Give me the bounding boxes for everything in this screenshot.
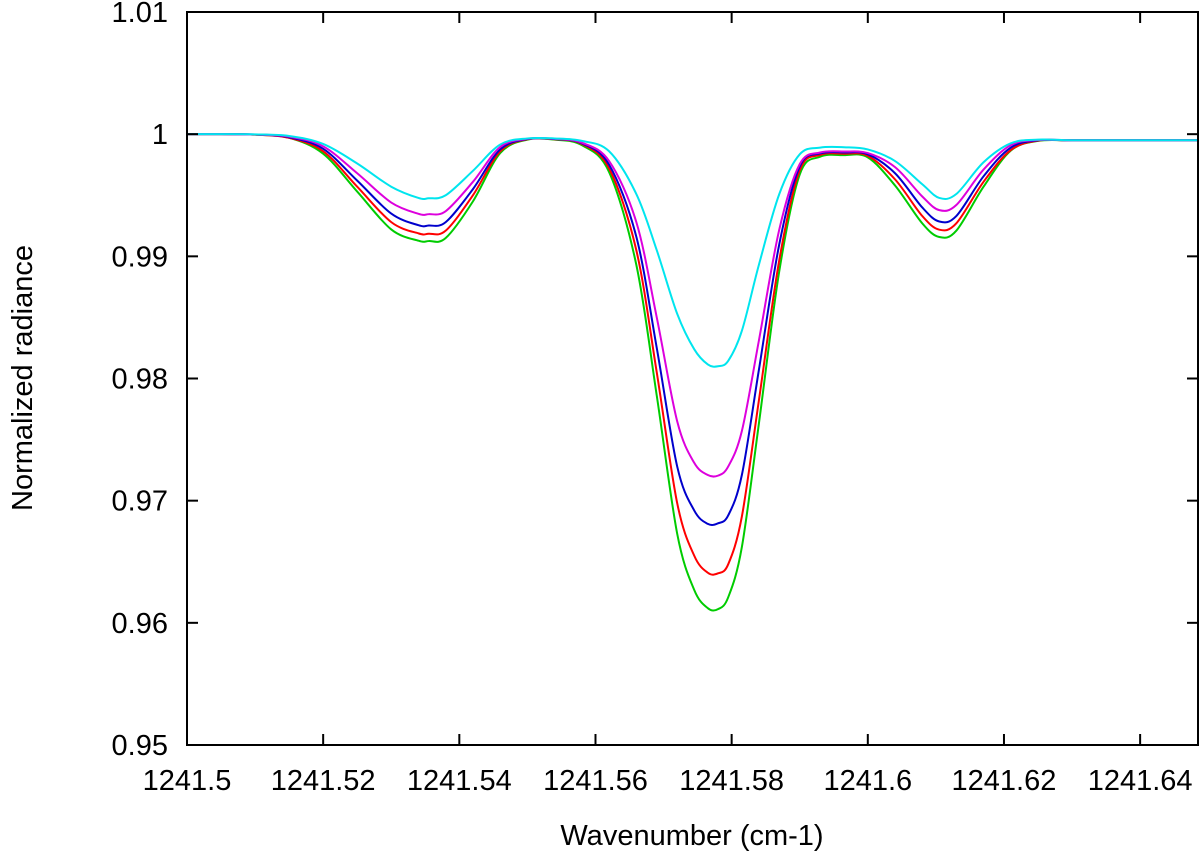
series-line-3 — [186, 133, 1198, 526]
y-tick-label: 0.98 — [112, 364, 168, 396]
x-tick-label: 1241.58 — [679, 765, 784, 797]
series-layer — [186, 133, 1198, 612]
x-tick-label: 1241.6 — [823, 765, 912, 797]
y-tick-label: 1 — [152, 119, 168, 151]
x-tick-label: 1241.52 — [271, 765, 376, 797]
y-tick-label: 0.95 — [112, 730, 168, 762]
x-tick-label: 1241.62 — [952, 765, 1057, 797]
x-tick-label: 1241.56 — [543, 765, 648, 797]
x-tick-label: 1241.54 — [407, 765, 512, 797]
plot-frame — [186, 11, 1199, 746]
series-line-1 — [186, 133, 1198, 612]
x-tick-label: 1241.64 — [1088, 765, 1193, 797]
series-line-2 — [186, 133, 1198, 576]
y-tick-label: 0.97 — [112, 486, 168, 518]
x-axis-title: Wavenumber (cm-1) — [560, 820, 823, 852]
ticks-layer — [187, 12, 1198, 745]
y-tick-label: 0.96 — [112, 608, 168, 640]
y-tick-label: 0.99 — [112, 241, 168, 273]
tick-labels-layer: 1241.5 1241.52 1241.54 1241.56 1241.58 1241.6… — [112, 0, 1193, 797]
series-line-5 — [186, 133, 1198, 368]
y-tick-label: 1.01 — [112, 0, 168, 29]
y-axis-title: Normalized radiance — [7, 245, 39, 511]
series-line-4 — [186, 133, 1198, 478]
x-tick-label: 1241.5 — [143, 765, 232, 797]
